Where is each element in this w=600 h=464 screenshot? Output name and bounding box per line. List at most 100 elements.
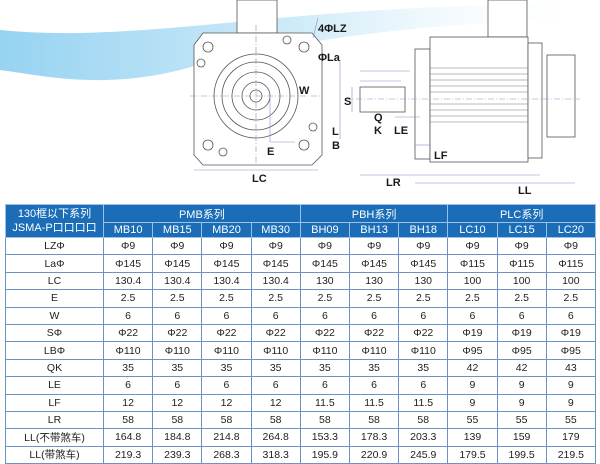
- label-lr: LR: [386, 177, 401, 189]
- table-cell: 58: [299, 410, 350, 430]
- table-cell: 35: [201, 358, 252, 378]
- table-cell: 9: [545, 376, 596, 395]
- shaft: [359, 86, 406, 113]
- label-lc: LC: [252, 173, 267, 185]
- table-cell: Φ9: [299, 236, 350, 256]
- table-cell: Φ145: [348, 254, 400, 273]
- table-cell: 58: [152, 410, 203, 430]
- table-cell: 2.5: [496, 289, 547, 308]
- table-cell: 6: [545, 306, 596, 325]
- label-4-lz: 4ΦLZ: [318, 23, 347, 35]
- table-cell: 12: [201, 393, 252, 412]
- table-cell: 100: [545, 271, 596, 291]
- table-row: LF 12 12 12 12 11.5 11.5 11.5 9 9 9: [5, 393, 596, 412]
- model-header: MB10: [102, 222, 154, 238]
- table-cell: 9: [496, 393, 547, 412]
- model-header: MB20: [201, 222, 252, 238]
- label-l: L: [332, 126, 339, 138]
- model-header: BH18: [398, 222, 449, 238]
- table-cell: Φ110: [348, 341, 400, 360]
- table-cell: Φ110: [152, 341, 203, 360]
- label-ll: LL: [518, 185, 532, 197]
- label-le: LE: [394, 125, 408, 137]
- table-cell: 159: [496, 428, 547, 447]
- table-cell: 12: [250, 393, 301, 412]
- table-cell: 164.8: [102, 428, 154, 447]
- table-cell: 2.5: [299, 289, 350, 308]
- table-cell: Φ9: [545, 236, 596, 256]
- table-cell: 58: [398, 410, 449, 430]
- table-row: LL(不带煞车) 164.8 184.8 214.8 264.8 153.3 178.3 20…: [5, 428, 596, 447]
- model-header: BH09: [299, 222, 350, 238]
- table-cell: 2.5: [152, 289, 203, 308]
- row-label: SΦ: [5, 323, 104, 343]
- table-cell: Φ22: [250, 323, 301, 343]
- table-cell: Φ115: [447, 254, 498, 273]
- table-cell: 35: [102, 358, 154, 378]
- table-cell: 42: [447, 358, 498, 378]
- table-cell: 100: [447, 271, 498, 291]
- label-lf: LF: [434, 150, 448, 162]
- table-cell: 6: [201, 376, 252, 395]
- table-cell: 58: [348, 410, 400, 430]
- series-range-label: 130框以下系列: [17, 208, 92, 220]
- label-e: E: [267, 146, 274, 158]
- table-cell: Φ19: [447, 323, 498, 343]
- table-cell: 6: [250, 376, 301, 395]
- table-cell: 6: [398, 376, 449, 395]
- group-header-plc: PLC系列: [447, 204, 596, 223]
- table-cell: Φ110: [102, 341, 154, 360]
- table-cell: 178.3: [348, 428, 400, 447]
- table-cell: 6: [299, 376, 350, 395]
- group-header-pbh: PBH系列: [299, 204, 449, 223]
- row-label: E: [5, 289, 104, 308]
- table-cell: 6: [496, 306, 547, 325]
- table-cell: 9: [447, 393, 498, 412]
- table-cell: Φ22: [299, 323, 350, 343]
- table-cell: 2.5: [545, 289, 596, 308]
- table-cell: 9: [447, 376, 498, 395]
- table-cell: 2.5: [447, 289, 498, 308]
- table-cell: Φ95: [447, 341, 498, 360]
- model-header: LC10: [447, 222, 498, 238]
- table-row: QK 35 35 35 35 35 35 35 42 42 43: [5, 358, 596, 378]
- table-cell: 2.5: [201, 289, 252, 308]
- table-cell: Φ95: [545, 341, 596, 360]
- table-cell: Φ145: [250, 254, 301, 273]
- table-row: LE 6 6 6 6 6 6 6 9 9 9: [5, 376, 596, 395]
- motor-dimension-drawing: 4ΦLZ ΦLa W E LC S Q K LE L B LF LR LL: [0, 0, 600, 197]
- table-cell: 130.4: [250, 271, 301, 291]
- table-cell: Φ19: [496, 323, 547, 343]
- motor-body: [429, 36, 529, 163]
- encoder: [546, 54, 576, 138]
- table-cell: Φ110: [299, 341, 350, 360]
- row-label: W: [5, 306, 104, 325]
- table-cell: Φ145: [299, 254, 350, 273]
- table-cell: 6: [201, 306, 252, 325]
- table-group-header-row: 130框以下系列 JSMA-P口口口口 PMB系列 PBH系列 PLC系列: [5, 204, 596, 238]
- model-header: MB15: [152, 222, 203, 238]
- table-cell: 6: [299, 306, 350, 325]
- table-cell: Φ110: [201, 341, 252, 360]
- table-cell: 11.5: [398, 393, 449, 412]
- table-cell: 130: [398, 271, 449, 291]
- table-cell: 214.8: [201, 428, 252, 447]
- label-b: B: [332, 140, 340, 152]
- table-cell: 35: [152, 358, 203, 378]
- table-cell: 6: [152, 306, 203, 325]
- group-header-pmb: PMB系列: [103, 204, 301, 223]
- table-cell: 130.4: [152, 271, 203, 291]
- model-header: MB30: [250, 222, 301, 238]
- side-view: [359, 0, 576, 163]
- row-label: LBΦ: [5, 341, 104, 360]
- table-cell: 35: [398, 358, 449, 378]
- table-cell: 35: [250, 358, 301, 378]
- table-cell: 130.4: [102, 271, 154, 291]
- table-cell: 2.5: [102, 289, 154, 308]
- table-cell: Φ9: [447, 236, 498, 256]
- table-cell: 153.3: [299, 428, 350, 447]
- table-cell: 179: [545, 428, 596, 447]
- table-cell: 6: [152, 376, 203, 395]
- table-cell: 9: [545, 393, 596, 412]
